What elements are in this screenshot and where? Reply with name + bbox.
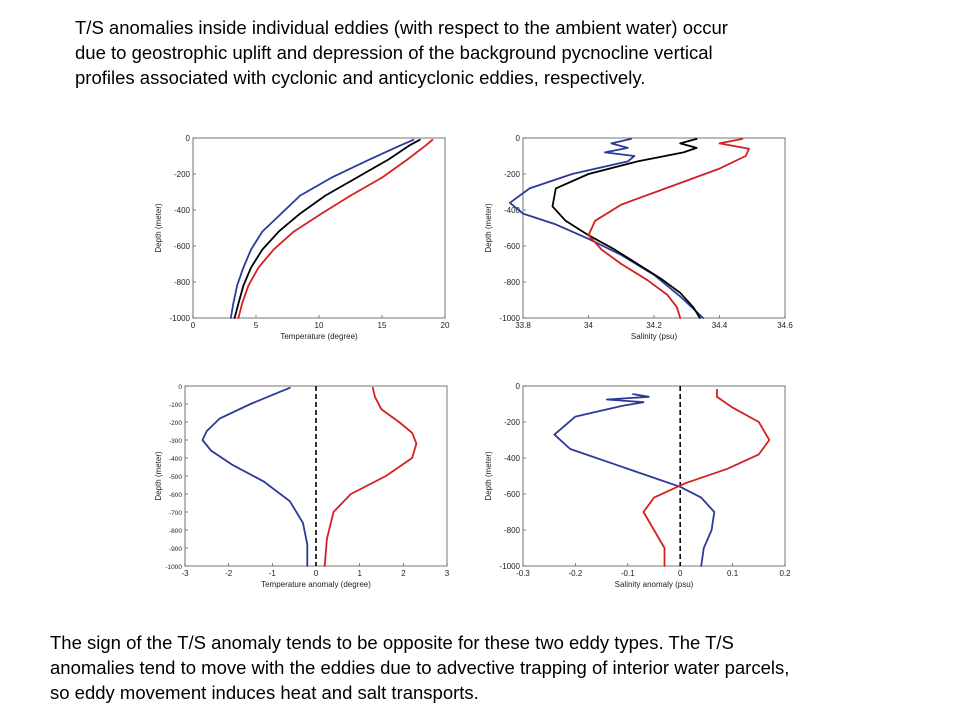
x-axis-label: Temperature anomaly (degree) — [261, 580, 371, 589]
temperature-profile-chart: 0 5 10 15 20 0 -200 -400 -600 -800 -1000 Temperatur… — [148, 128, 458, 343]
y-tick-label: -600 — [169, 492, 182, 499]
x-tick-label: 1 — [357, 569, 362, 578]
x-axis-label: Salinity (psu) — [631, 332, 678, 341]
y-axis-label: Depth (meter) — [484, 451, 493, 501]
x-tick-label: 34.2 — [646, 321, 662, 330]
x-tick-label: 0 — [678, 569, 683, 578]
temperature-anomaly-svg: -3 -2 -1 0 1 2 3 0 -100 -200 -300 -400 -500 -600 -700 -… — [154, 384, 450, 589]
x-tick-label: 3 — [445, 569, 450, 578]
plot-frame — [522, 385, 786, 567]
y-tick-label: -400 — [504, 454, 521, 463]
y-tick-label: -200 — [504, 418, 521, 427]
y-axis-label: Depth (meter) — [154, 203, 163, 253]
y-tick-label: -600 — [174, 242, 191, 251]
x-tick-label: -0.2 — [569, 569, 583, 578]
x-tick-label: -3 — [181, 569, 189, 578]
y-tick-label: -600 — [504, 490, 521, 499]
y-tick-label: 0 — [186, 134, 191, 143]
x-tick-label: 34 — [584, 321, 593, 330]
x-tick-label: -0.1 — [621, 569, 635, 578]
profile-line — [509, 138, 704, 319]
y-tick-label: 0 — [178, 384, 182, 391]
y-tick-label: -200 — [504, 170, 521, 179]
salinity-profile-svg: 33.8 34 34.2 34.4 34.6 0 -200 -400 -600 -800 -1000… — [484, 134, 793, 341]
top-paragraph: T/S anomalies inside individual eddies (… — [75, 17, 728, 88]
x-axis-label: Salinity anomaly (psu) — [615, 580, 694, 589]
x-tick-label: 15 — [378, 321, 387, 330]
x-tick-label: 10 — [315, 321, 324, 330]
profile-line — [323, 386, 418, 567]
y-tick-label: -200 — [174, 170, 191, 179]
y-tick-label: -400 — [504, 206, 521, 215]
profile-line — [553, 393, 716, 567]
x-tick-label: 0.1 — [727, 569, 739, 578]
y-tick-label: -1000 — [500, 314, 521, 323]
y-tick-label: -400 — [174, 206, 191, 215]
y-tick-label: -800 — [174, 278, 191, 287]
y-tick-label: -1000 — [500, 562, 521, 571]
y-tick-label: -400 — [169, 456, 182, 463]
y-tick-label: -1000 — [170, 314, 191, 323]
x-tick-label: 34.4 — [712, 321, 728, 330]
x-tick-label: -0.3 — [516, 569, 530, 578]
y-tick-label: -200 — [169, 420, 182, 427]
salinity-profile-chart: 33.8 34 34.2 34.4 34.6 0 -200 -400 -600 -800 -1000… — [478, 128, 798, 343]
profile-line — [229, 138, 415, 319]
x-tick-label: -2 — [225, 569, 233, 578]
profile-line — [237, 138, 434, 319]
y-tick-label: -700 — [169, 510, 182, 517]
salinity-anomaly-chart: -0.3 -0.2 -0.1 0 0.1 0.2 0 -200 -400 -600 -800 -100… — [478, 378, 798, 593]
y-tick-label: 0 — [516, 134, 521, 143]
x-tick-label: 0 — [191, 321, 196, 330]
x-tick-label: 2 — [401, 569, 406, 578]
y-tick-label: -300 — [169, 438, 182, 445]
x-tick-label: 33.8 — [515, 321, 531, 330]
y-tick-label: -600 — [504, 242, 521, 251]
y-tick-label: 0 — [516, 382, 521, 391]
x-tick-label: 5 — [254, 321, 259, 330]
bottom-paragraph: The sign of the T/S anomaly tends to be … — [50, 632, 790, 703]
y-tick-label: -800 — [169, 528, 182, 535]
y-tick-label: -500 — [169, 474, 182, 481]
temperature-anomaly-chart: -3 -2 -1 0 1 2 3 0 -100 -200 -300 -400 -500 -600 -700 -… — [150, 378, 455, 593]
x-tick-label: 34.6 — [777, 321, 793, 330]
y-axis-label: Depth (meter) — [484, 203, 493, 253]
plot-frame — [192, 137, 446, 319]
x-tick-label: 0.2 — [779, 569, 791, 578]
profile-line — [233, 138, 421, 319]
y-tick-label: -800 — [504, 526, 521, 535]
profile-line — [551, 138, 701, 319]
x-tick-label: 20 — [441, 321, 450, 330]
profile-line — [587, 138, 750, 319]
profile-line — [642, 388, 771, 567]
temperature-profile-svg: 0 5 10 15 20 0 -200 -400 -600 -800 -1000 Temperatur… — [154, 134, 450, 341]
y-tick-label: -800 — [504, 278, 521, 287]
y-tick-label: -100 — [169, 402, 182, 409]
x-axis-label: Temperature (degree) — [280, 332, 358, 341]
y-tick-label: -900 — [169, 546, 182, 553]
y-axis-label: Depth (meter) — [154, 451, 163, 501]
profile-line — [201, 386, 309, 567]
y-tick-label: -1000 — [165, 564, 182, 571]
salinity-anomaly-svg: -0.3 -0.2 -0.1 0 0.1 0.2 0 -200 -400 -600 -800 -100… — [484, 382, 791, 589]
x-tick-label: -1 — [269, 569, 277, 578]
x-tick-label: 0 — [314, 569, 319, 578]
